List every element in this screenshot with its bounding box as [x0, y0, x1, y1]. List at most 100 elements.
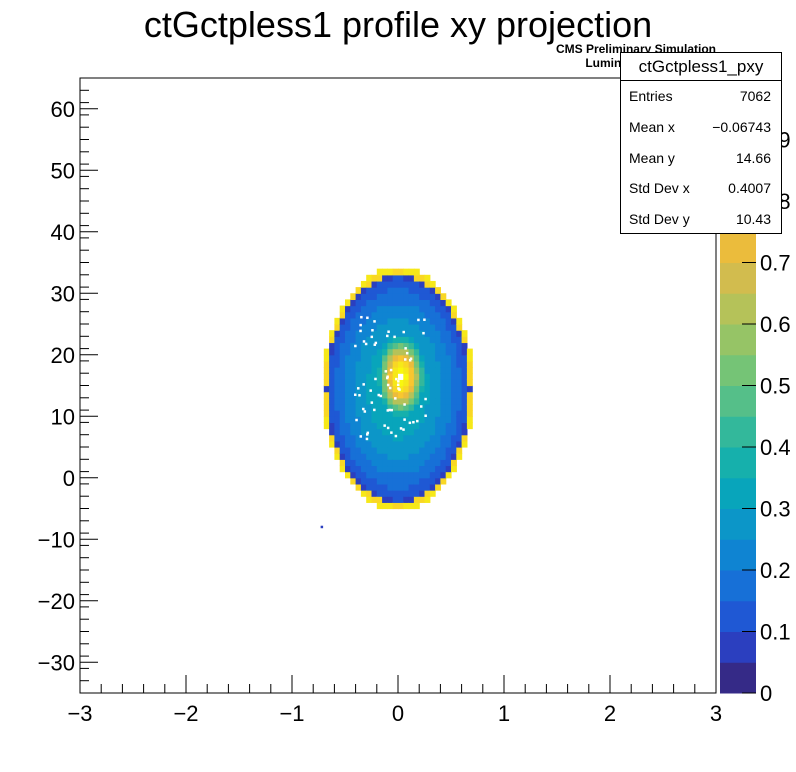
heatmap-cell	[419, 360, 426, 368]
heatmap-cell	[360, 490, 367, 497]
plot-title: ctGctpless1 profile xy projection	[143, 4, 653, 45]
heatmap-cell	[451, 453, 457, 460]
heatmap-cell	[461, 385, 468, 393]
heatmap-cell	[419, 490, 426, 497]
heatmap-cell	[360, 379, 367, 387]
heatmap-cell	[440, 305, 447, 313]
heatmap-cell	[339, 440, 346, 448]
heatmap-cell	[429, 453, 436, 460]
heatmap-cell	[387, 490, 394, 497]
heatmap-cell	[456, 410, 463, 417]
heatmap-cell	[413, 502, 420, 510]
heatmap-cell	[440, 324, 447, 331]
heatmap-cell	[451, 348, 457, 356]
data-point	[374, 341, 378, 345]
heatmap-cell	[382, 434, 388, 442]
heatmap-cell	[345, 348, 351, 356]
palette-swatch	[720, 324, 756, 356]
heatmap-cell	[392, 280, 399, 288]
heatmap-cell	[398, 477, 404, 485]
data-point	[366, 431, 370, 435]
heatmap-cell	[413, 317, 420, 325]
heatmap-cell	[392, 305, 399, 313]
heatmap-cell	[345, 385, 351, 393]
heatmap-cell	[366, 428, 373, 436]
heatmap-cell	[408, 317, 415, 325]
heatmap-cell	[408, 465, 415, 473]
heatmap-cell	[424, 305, 431, 313]
heatmap-cell	[376, 324, 383, 331]
heatmap-cell	[392, 367, 399, 374]
heatmap-cell	[424, 385, 431, 393]
heatmap-cell	[360, 305, 367, 313]
heatmap-cell	[403, 428, 410, 436]
heatmap-cell	[398, 293, 404, 300]
heatmap-cell	[323, 422, 330, 430]
heatmap-cell	[466, 397, 473, 405]
data-point	[373, 320, 376, 323]
heatmap-cell	[408, 496, 415, 503]
heatmap-cell	[398, 397, 404, 405]
heatmap-cell	[440, 385, 447, 393]
heatmap-cell	[445, 471, 452, 479]
heatmap-cell	[350, 373, 357, 380]
heatmap-cell	[440, 360, 447, 368]
heatmap-cell	[334, 403, 341, 411]
heatmap-cell	[350, 336, 357, 344]
heatmap-cell	[429, 317, 436, 325]
heatmap-cell	[429, 305, 436, 313]
heatmap-cell	[413, 483, 420, 491]
heatmap-cell	[376, 471, 383, 479]
data-point	[424, 397, 427, 401]
heatmap-cell	[398, 502, 404, 510]
heatmap-cell	[435, 385, 441, 393]
heatmap-cell	[424, 422, 431, 430]
heatmap-cell	[445, 324, 452, 331]
y-tick-label: 20	[51, 343, 75, 368]
heatmap-cell	[355, 317, 362, 325]
heatmap-cell	[466, 354, 473, 362]
heatmap-cell	[355, 336, 362, 344]
data-point	[364, 342, 368, 346]
heatmap-cell	[366, 317, 373, 325]
x-tick-label: −2	[173, 701, 198, 726]
heatmap-cell	[355, 422, 362, 430]
heatmap-cell	[429, 434, 436, 442]
heatmap-cell	[419, 287, 426, 294]
heatmap-cell	[429, 330, 436, 337]
heatmap-cell	[355, 397, 362, 405]
heatmap-cell	[345, 324, 351, 331]
heatmap-cell	[435, 336, 441, 344]
heatmap-cell	[413, 410, 420, 417]
heatmap-cell	[350, 324, 357, 331]
heatmap-cell	[451, 360, 457, 368]
heatmap-cell	[376, 410, 383, 417]
heatmap-cell	[360, 434, 367, 442]
heatmap-cell	[366, 360, 373, 368]
y-tick-label: −20	[38, 589, 75, 614]
heatmap-cell	[392, 416, 399, 423]
heatmap-cell	[398, 490, 404, 497]
heatmap-cell	[408, 477, 415, 485]
heatmap-cell	[371, 354, 378, 362]
palette-swatch	[720, 600, 756, 632]
heatmap-cell	[398, 410, 404, 417]
data-point	[396, 383, 400, 387]
heatmap-cell	[445, 330, 452, 337]
data-point	[409, 357, 413, 360]
heatmap-cell	[445, 373, 452, 380]
heatmap-cell	[403, 293, 410, 300]
heatmap-cell	[360, 453, 367, 460]
heatmap-cell	[451, 336, 457, 344]
heatmap-cell	[376, 317, 383, 325]
heatmap-cell	[456, 373, 463, 380]
heatmap-cell	[392, 293, 399, 300]
heatmap-cell	[334, 447, 341, 454]
heatmap-cell	[403, 397, 410, 405]
heatmap-cell	[424, 317, 431, 325]
heatmap-cell	[387, 287, 394, 294]
heatmap-cell	[403, 324, 410, 331]
palette-tick-label: 0.6	[760, 312, 791, 337]
heatmap-cell	[382, 385, 388, 393]
heatmap-cell	[334, 342, 341, 350]
